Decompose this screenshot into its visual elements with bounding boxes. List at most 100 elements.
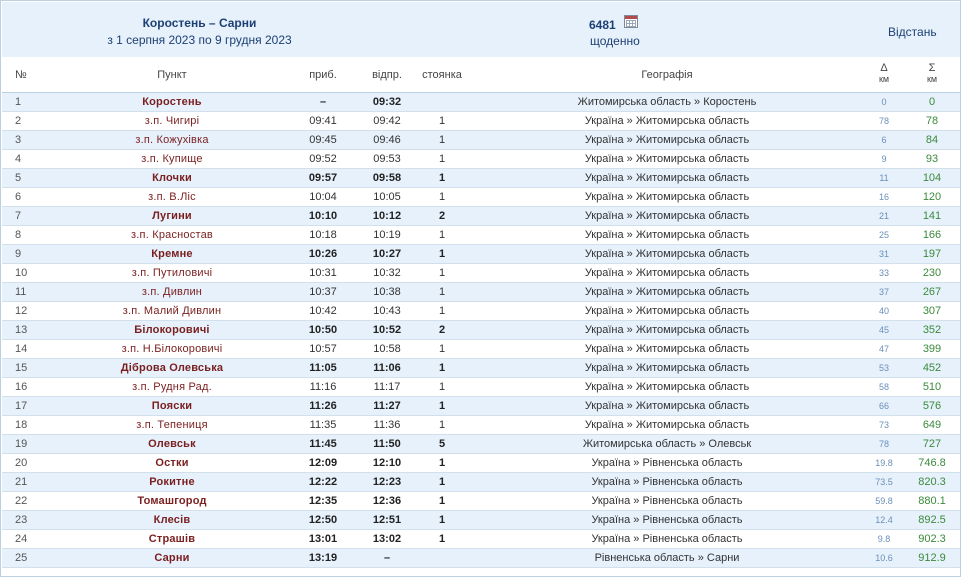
route-title[interactable]: Коростень – Сарни [142, 16, 257, 30]
table-row: 15 Діброва Олевська 11:05 11:06 1 Україна » Ж… [2, 359, 960, 378]
delta-distance: 33 [878, 268, 889, 278]
calendar-icon[interactable] [624, 15, 638, 28]
geography-link[interactable]: Україна » Житомирська область [584, 362, 750, 374]
station-name-link[interactable]: з.п. Путиловичі [131, 267, 213, 279]
delta-distance: 40 [878, 306, 889, 316]
station-name-link[interactable]: Сарни [154, 552, 190, 564]
station-name-link[interactable]: Клочки [152, 172, 192, 184]
sum-unit: км [926, 74, 938, 84]
station-name-link[interactable]: з.п. Купище [141, 153, 203, 165]
total-distance: 166 [922, 229, 942, 241]
geography-link[interactable]: Україна » Житомирська область [584, 210, 750, 222]
station-name-link[interactable]: Томашгород [137, 495, 207, 507]
geography-link[interactable]: Україна » Житомирська область [584, 191, 750, 203]
table-row: 1 Коростень – 09:32 Житомирська область » Ко… [2, 93, 960, 112]
stop-number: 13 [15, 324, 28, 336]
geography-link[interactable]: Україна » Житомирська область [584, 419, 750, 431]
station-name-link[interactable]: Олевськ [148, 438, 196, 450]
departure-time: 10:38 [373, 286, 401, 298]
arrival-time: 10:37 [309, 286, 337, 298]
stop-duration: 1 [438, 286, 446, 298]
station-name-link[interactable]: з.п. Рудня Рад. [132, 381, 212, 393]
stop-number: 14 [15, 343, 28, 355]
station-name-link[interactable]: Рокитне [149, 476, 195, 488]
stop-number: 12 [15, 305, 28, 317]
arrival-time: 11:16 [309, 381, 337, 393]
stop-number: 18 [15, 419, 28, 431]
stop-duration: 1 [438, 533, 446, 545]
stop-duration: 1 [438, 381, 446, 393]
station-name-link[interactable]: Пояски [151, 400, 193, 412]
arrival-time: 11:35 [309, 419, 337, 431]
station-name-link[interactable]: з.п. Тепениця [136, 419, 208, 431]
departure-time: 10:43 [373, 305, 401, 317]
geography-link[interactable]: Україна » Житомирська область [584, 172, 750, 184]
geography-link[interactable]: Житомирська область » Олевськ [582, 438, 752, 450]
timetable-header: Коростень – Сарни з 1 серпня 2023 по 9 г… [2, 2, 960, 57]
station-name-link[interactable]: з.п. Кожухівка [135, 134, 209, 146]
geography-link[interactable]: Україна » Житомирська область [584, 153, 750, 165]
geography-link[interactable]: Україна » Житомирська область [584, 400, 750, 412]
arrival-time: 11:05 [309, 362, 337, 374]
stop-duration: 1 [438, 229, 446, 241]
station-name-link[interactable]: з.п. Малий Дивлин [122, 305, 222, 317]
geography-link[interactable]: Україна » Рівненська область [591, 514, 743, 526]
stop-number: 24 [15, 533, 28, 545]
table-row: 7 Лугини 10:10 10:12 2 Україна » Житомирська … [2, 207, 960, 226]
departure-time: 10:05 [373, 191, 401, 203]
stops-table: 1 Коростень – 09:32 Житомирська область » Ко… [2, 93, 960, 568]
departure-time: 13:02 [372, 533, 402, 545]
geography-link[interactable]: Україна » Житомирська область [584, 286, 750, 298]
geography-link[interactable]: Україна » Житомирська область [584, 115, 750, 127]
table-row: 4 з.п. Купище 09:52 09:53 1 Україна » Житомир… [2, 150, 960, 169]
geography-link[interactable]: Україна » Житомирська область [584, 343, 750, 355]
stop-duration: 1 [438, 400, 446, 412]
station-name-link[interactable]: Коростень [142, 96, 202, 108]
geography-link[interactable]: Україна » Житомирська область [584, 305, 750, 317]
delta-distance: 16 [878, 192, 889, 202]
station-name-link[interactable]: Клесів [153, 514, 191, 526]
geography-link[interactable]: Україна » Житомирська область [584, 134, 750, 146]
station-name-link[interactable]: з.п. Чигирі [144, 115, 200, 127]
delta-distance: 59.8 [875, 496, 893, 506]
geography-link[interactable]: Україна » Житомирська область [584, 248, 750, 260]
geography-link[interactable]: Україна » Житомирська область [584, 267, 750, 279]
delta-distance: 53 [878, 363, 889, 373]
geography-link[interactable]: Україна » Рівненська область [591, 476, 743, 488]
stop-number: 9 [15, 248, 22, 260]
geography-link[interactable]: Україна » Рівненська область [591, 533, 743, 545]
station-name-link[interactable]: з.п. Красностав [131, 229, 213, 241]
delta-unit: км [878, 74, 890, 84]
geography-link[interactable]: Україна » Рівненська область [591, 495, 743, 507]
arrival-time: 10:50 [308, 324, 338, 336]
col-geography-header: Географія [641, 69, 693, 81]
total-distance: 892.5 [918, 514, 946, 526]
station-name-link[interactable]: з.п. В.Ліс [148, 191, 196, 203]
delta-distance: 9 [881, 154, 887, 164]
delta-distance: 45 [878, 325, 889, 335]
table-row: 19 Олевськ 11:45 11:50 5 Житомирська область … [2, 435, 960, 454]
station-name-link[interactable]: Страшів [148, 533, 196, 545]
delta-distance: 31 [878, 249, 889, 259]
geography-link[interactable]: Україна » Житомирська область [584, 381, 750, 393]
station-name-link[interactable]: Діброва Олевська [120, 362, 224, 374]
total-distance: 746.8 [918, 457, 946, 469]
geography-link[interactable]: Україна » Житомирська область [584, 229, 750, 241]
station-name-link[interactable]: Кремне [151, 248, 193, 260]
delta-distance: 73 [878, 420, 889, 430]
delta-distance: 12.4 [875, 515, 893, 525]
delta-distance: 25 [878, 230, 889, 240]
station-name-link[interactable]: Білокоровичі [134, 324, 210, 336]
geography-link[interactable]: Україна » Житомирська область [584, 324, 750, 336]
stop-number: 11 [15, 286, 27, 298]
station-name-link[interactable]: Лугини [152, 210, 192, 222]
station-name-link[interactable]: з.п. Дивлин [141, 286, 203, 298]
station-name-link[interactable]: Остки [155, 457, 189, 469]
stop-number: 1 [15, 96, 22, 108]
geography-link[interactable]: Рівненська область » Сарни [594, 552, 740, 564]
station-name-link[interactable]: з.п. Н.Білокоровичі [121, 343, 223, 355]
geography-link[interactable]: Україна » Рівненська область [591, 457, 743, 469]
stop-duration: 1 [438, 476, 446, 488]
stop-number: 8 [15, 229, 22, 241]
geography-link[interactable]: Житомирська область » Коростень [577, 96, 757, 108]
